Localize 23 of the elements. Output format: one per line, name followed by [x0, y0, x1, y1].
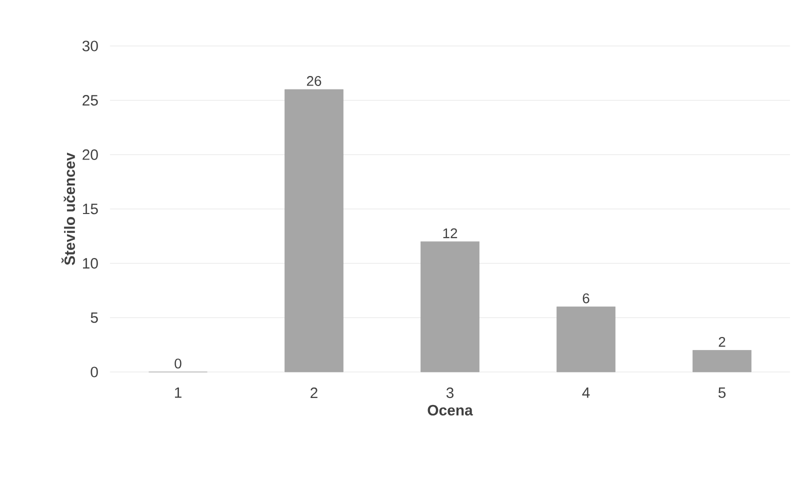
x-tick-label: 5 [718, 388, 726, 398]
data-label: 12 [443, 228, 458, 238]
x-axis-title: Ocena [428, 404, 473, 416]
data-label: 2 [718, 336, 726, 347]
bar [284, 89, 344, 372]
y-tick-label: 5 [90, 312, 98, 323]
y-tick-label: 20 [82, 149, 98, 160]
data-label: 6 [582, 293, 590, 304]
y-tick-label: 15 [83, 204, 98, 214]
x-tick-label: 3 [446, 388, 454, 398]
bar [556, 306, 616, 372]
x-tick-label: 2 [310, 388, 318, 398]
y-tick-label: 30 [82, 40, 98, 52]
y-axis-title: Število učencev [61, 152, 76, 266]
x-tick-label: 4 [582, 388, 590, 398]
y-tick-label: 0 [90, 366, 98, 378]
data-label: 26 [306, 76, 322, 86]
bar [420, 241, 480, 372]
bar [692, 350, 752, 372]
x-tick-label: 1 [174, 388, 182, 398]
y-tick-label: 25 [82, 95, 98, 106]
data-label: 0 [174, 358, 182, 368]
y-tick-label: 10 [83, 258, 98, 269]
